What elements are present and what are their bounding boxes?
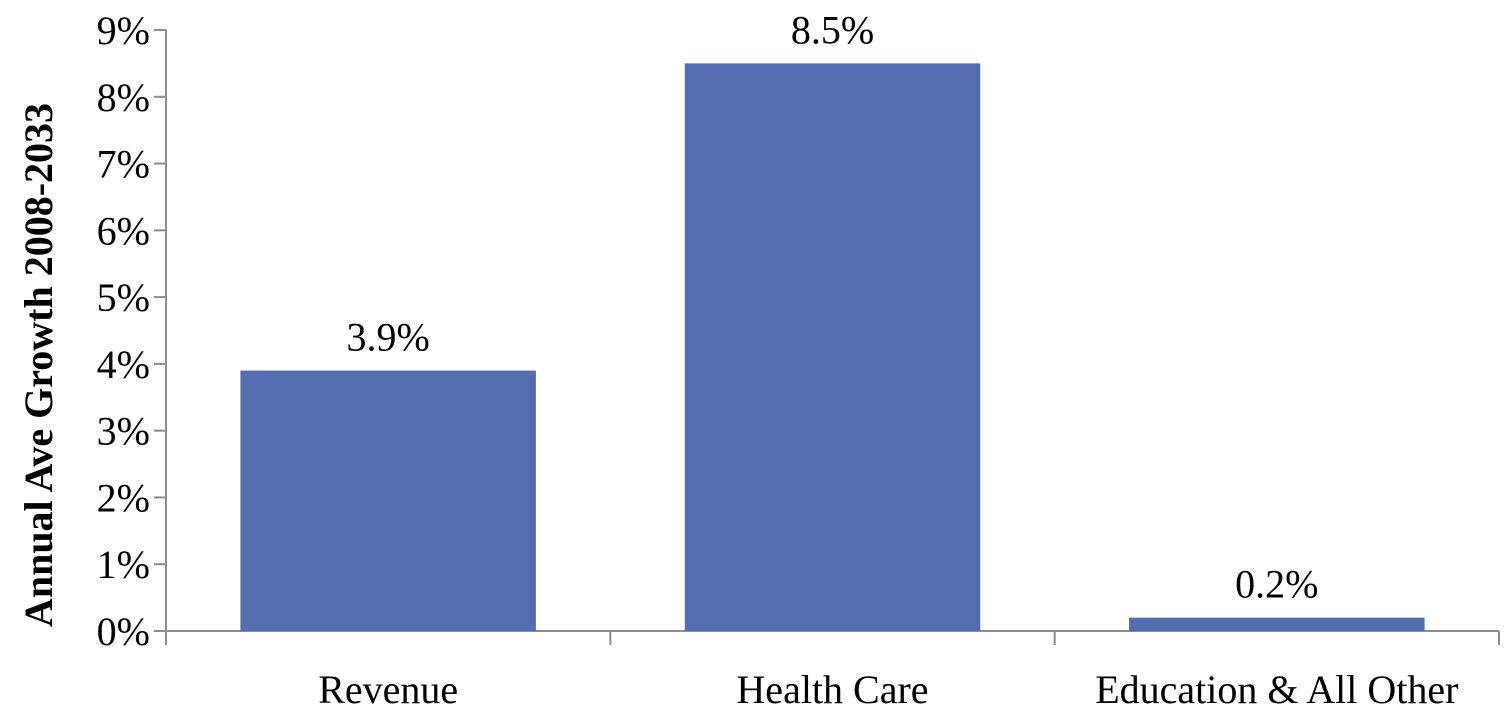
bars (240, 63, 1425, 631)
y-tick-label: 8% (97, 75, 150, 120)
y-axis-title: Annual Ave Growth 2008-2033 (16, 103, 61, 627)
y-tick-label: 0% (97, 609, 150, 654)
data-labels: 3.9% 8.5% 0.2% (347, 7, 1319, 606)
x-tick-label: Revenue (318, 667, 458, 707)
y-tick-label: 4% (97, 342, 150, 387)
x-tick-label: Education & All Other (1095, 667, 1458, 707)
y-tick-label: 5% (97, 275, 150, 320)
y-tick-label: 3% (97, 409, 150, 454)
y-tick-label: 6% (97, 208, 150, 253)
y-tick-label: 9% (97, 8, 150, 53)
bar (1129, 617, 1425, 631)
data-label: 3.9% (347, 315, 430, 360)
bar (240, 370, 536, 631)
y-axis: 0% 1% 2% 3% 4% 5% 6% 7% 8% 9% (97, 8, 167, 654)
data-label: 0.2% (1235, 562, 1318, 607)
y-tick-label: 7% (97, 142, 150, 187)
x-axis: Revenue Health Care Education & All Other (165, 630, 1500, 707)
data-label: 8.5% (791, 7, 874, 52)
y-tick-label: 2% (97, 475, 150, 520)
x-tick-label: Health Care (736, 667, 928, 707)
bar (684, 63, 981, 631)
y-tick-label: 1% (97, 542, 150, 587)
